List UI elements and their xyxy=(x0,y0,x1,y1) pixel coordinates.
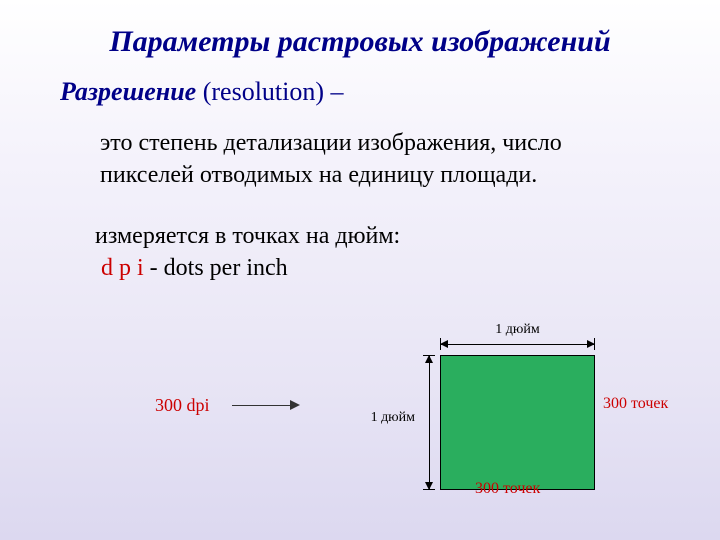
subtitle-main: Разрешение xyxy=(60,77,196,106)
dim-arrow-bottom-icon xyxy=(425,482,433,490)
square-wrapper: 1 дюйм 1 дюйм xyxy=(415,340,595,490)
measurement-line1: измеряется в точках на дюйм: xyxy=(95,223,400,249)
dpi-expansion: - dots per inch xyxy=(144,255,288,281)
inch-diagram: 1 дюйм 1 дюйм 300 точек 300 точек xyxy=(405,320,685,520)
dim-arrow-left-icon xyxy=(440,340,448,348)
slide-container: Параметры растровых изображений Разрешен… xyxy=(0,0,720,540)
dots-label-right: 300 точек xyxy=(603,395,668,413)
slide-title: Параметры растровых изображений xyxy=(50,25,670,59)
dots-label-bottom: 300 точек xyxy=(475,480,540,498)
arrow-line xyxy=(232,405,292,406)
dpi-abbrev: d p i xyxy=(101,255,144,281)
green-square xyxy=(440,355,595,490)
subtitle-paren: (resolution) – xyxy=(196,77,343,106)
dim-left xyxy=(423,355,437,490)
definition-text: это степень детализации изображения, чис… xyxy=(100,127,590,192)
dim-arrow-right-icon xyxy=(587,340,595,348)
dim-label-left: 1 дюйм xyxy=(355,410,415,426)
subtitle: Разрешение (resolution) – xyxy=(60,77,670,107)
measurement-block: измеряется в точках на дюйм: d p i - dot… xyxy=(95,220,670,285)
dim-line-h xyxy=(440,344,595,345)
dpi-value-label: 300 dpi xyxy=(155,395,210,416)
dim-label-top: 1 дюйм xyxy=(440,322,595,338)
dim-arrow-top-icon xyxy=(425,355,433,363)
arrow-head-icon xyxy=(290,400,300,410)
dim-line-v xyxy=(429,355,430,490)
dim-top xyxy=(440,338,595,352)
